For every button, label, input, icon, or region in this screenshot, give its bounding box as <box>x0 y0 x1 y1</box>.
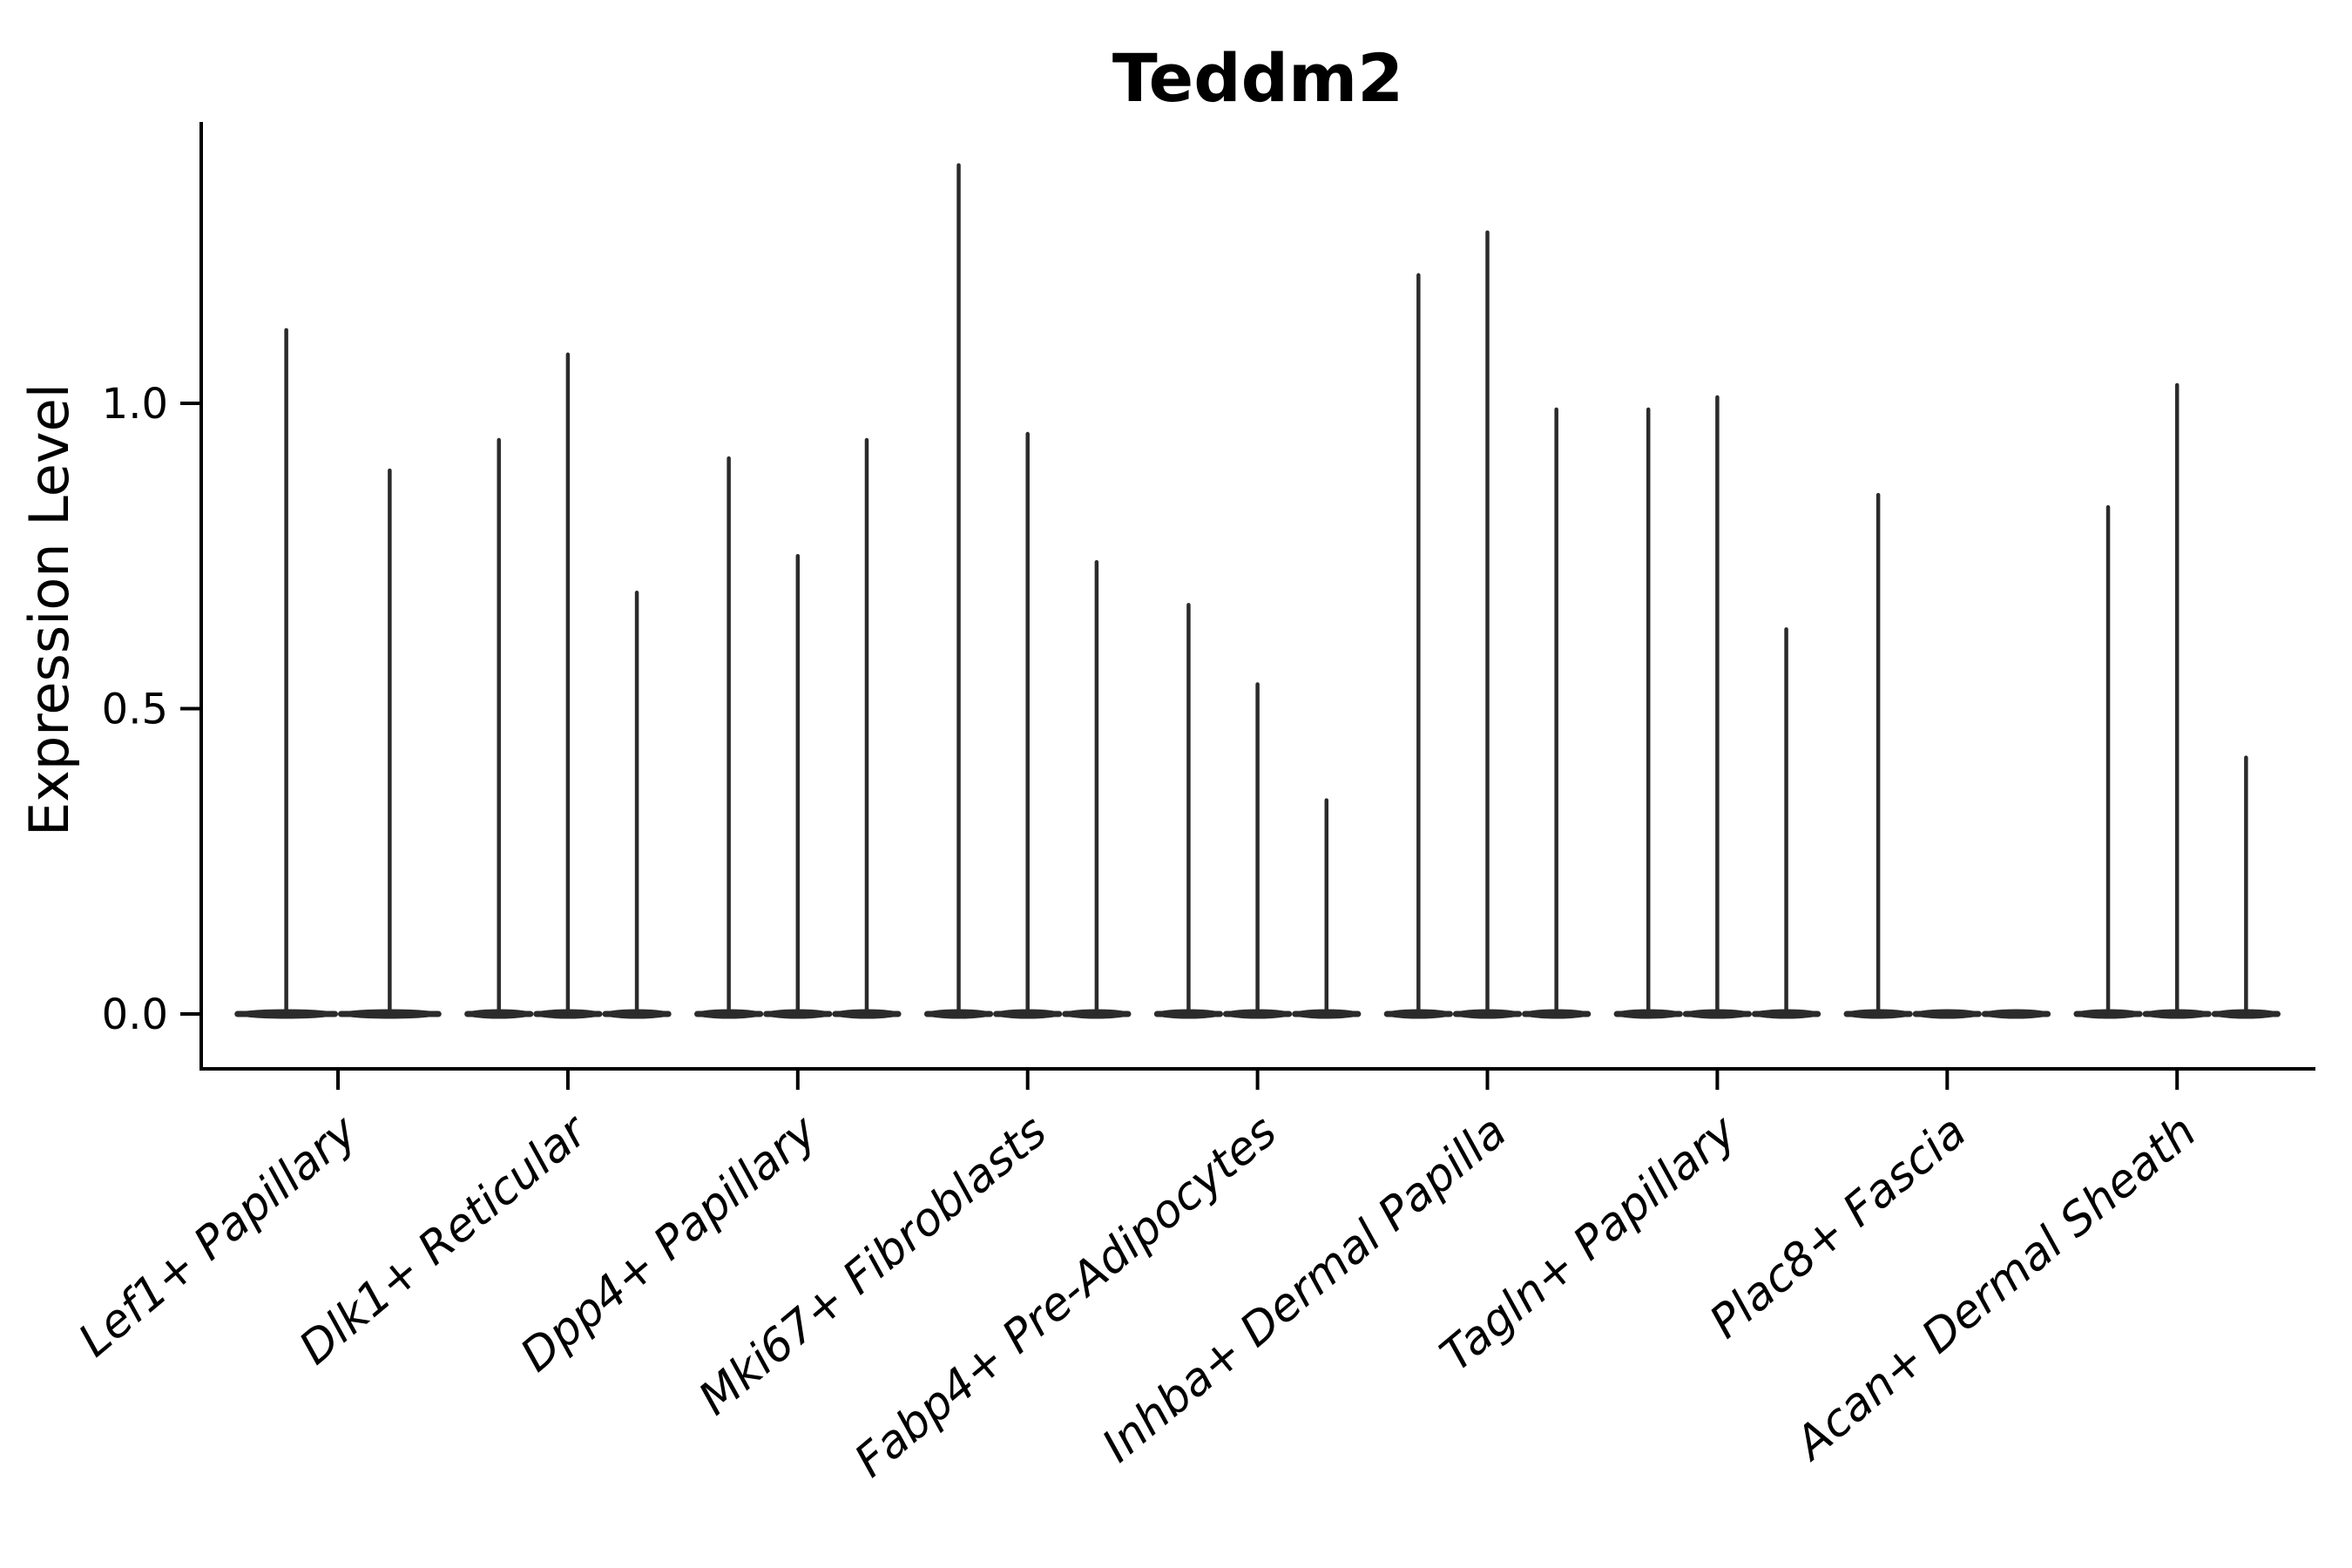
y-tick-label: 0.5 <box>102 686 168 734</box>
violins-layer <box>234 163 2281 1019</box>
x-tick-label: Inhba+ Dermal Papilla <box>1092 1105 1516 1473</box>
violin-base-cap <box>1912 1009 1982 1019</box>
violin-base-cap <box>1981 1009 2051 1019</box>
chart-title: Teddm2 <box>1112 39 1403 117</box>
x-tick-label: Fabp4+ Pre-Adipocytes <box>845 1105 1287 1488</box>
y-tick-label: 1.0 <box>102 380 168 429</box>
y-tick-label: 0.0 <box>102 990 168 1039</box>
y-axis-label: Expression Level <box>17 383 81 836</box>
x-tick-label: Acan+ Dermal Sheath <box>1784 1105 2207 1471</box>
